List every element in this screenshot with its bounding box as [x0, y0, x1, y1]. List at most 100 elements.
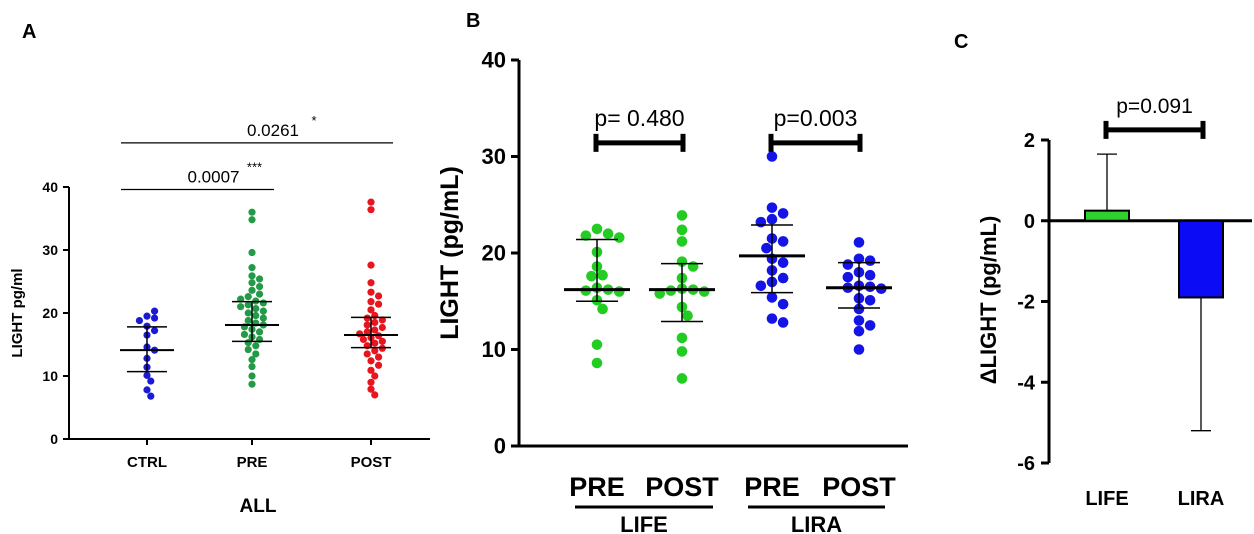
- y-axis-label: LIGHT (pg/mL): [436, 166, 464, 340]
- y-tick-label: 20: [42, 305, 58, 321]
- data-point: [248, 216, 256, 224]
- data-point: [777, 298, 789, 310]
- data-point: [698, 286, 710, 297]
- data-point: [367, 288, 375, 296]
- data-point: [363, 328, 371, 336]
- data-point: [777, 272, 789, 284]
- data-point: [363, 321, 371, 329]
- group-label: LIFE: [620, 512, 668, 534]
- data-point: [244, 293, 252, 301]
- data-point: [853, 315, 865, 326]
- data-point: [147, 377, 155, 385]
- data-point: [150, 307, 159, 315]
- data-point: [766, 151, 778, 162]
- data-point: [367, 261, 375, 269]
- y-tick-label: 2: [1024, 130, 1035, 152]
- x-category-label: LIFE: [1085, 488, 1128, 510]
- bar: [1084, 209, 1130, 222]
- data-point: [143, 312, 151, 320]
- data-point: [682, 310, 693, 322]
- data-point: [842, 271, 854, 283]
- data-point: [143, 371, 151, 379]
- data-point: [766, 202, 778, 213]
- x-axis-title: ALL: [240, 496, 277, 517]
- data-point: [687, 261, 699, 272]
- data-point: [591, 339, 603, 350]
- data-point: [150, 327, 159, 335]
- data-point: [755, 280, 767, 292]
- data-point: [367, 279, 375, 287]
- data-point: [374, 292, 383, 300]
- data-point: [244, 309, 252, 317]
- data-point: [248, 272, 256, 280]
- panel-b-letter: B: [466, 10, 480, 32]
- data-point: [766, 313, 778, 324]
- data-point: [147, 392, 155, 400]
- y-tick-label: -4: [1017, 372, 1036, 394]
- data-point: [371, 326, 379, 334]
- y-tick-label: -6: [1017, 453, 1035, 475]
- data-point: [676, 210, 688, 221]
- data-point: [371, 391, 379, 399]
- data-point: [371, 347, 379, 355]
- data-point: [613, 286, 625, 297]
- data-point: [240, 330, 249, 339]
- data-point: [244, 339, 252, 347]
- data-point: [602, 228, 614, 239]
- p-value-label: 0.0261: [247, 121, 299, 140]
- data-point: [248, 286, 256, 294]
- data-point: [853, 325, 865, 337]
- x-category-label: POST: [822, 472, 896, 502]
- data-point: [367, 366, 375, 374]
- data-point: [374, 300, 383, 308]
- data-point: [755, 216, 767, 228]
- data-point: [150, 314, 159, 322]
- data-point: [853, 303, 865, 315]
- panel-c-chart: 2 0 -2 -4 -6 ΔLIGHT (pg/mL) LIFE LIRA p=0.091: [976, 95, 1252, 510]
- data-point: [255, 282, 264, 291]
- data-point: [371, 318, 379, 327]
- data-point: [367, 198, 375, 206]
- x-category-label: POST: [351, 454, 392, 471]
- y-axis-label: LIGHT pg/ml: [9, 268, 26, 357]
- data-point: [367, 298, 375, 306]
- data-point: [864, 255, 876, 267]
- panel-c-letter: C: [954, 31, 968, 53]
- data-point: [864, 320, 876, 331]
- data-point: [842, 259, 854, 270]
- data-point: [237, 303, 245, 311]
- x-category-label: CTRL: [127, 454, 167, 471]
- data-point: [367, 306, 375, 314]
- data-point: [248, 380, 256, 388]
- data-point: [248, 248, 256, 257]
- bar: [1178, 219, 1224, 299]
- data-point: [766, 213, 778, 225]
- y-tick-label: 40: [482, 48, 506, 73]
- data-point: [259, 307, 267, 315]
- x-category-label: PRE: [569, 472, 625, 502]
- data-point: [252, 304, 260, 313]
- y-tick-label: 0: [494, 434, 506, 459]
- data-point: [248, 362, 256, 371]
- data-point: [374, 361, 383, 369]
- data-point: [359, 335, 368, 344]
- panel-a-letter: A: [22, 21, 36, 43]
- significance-stars: *: [311, 113, 316, 128]
- y-tick-label: 20: [482, 241, 506, 266]
- data-point: [580, 230, 592, 241]
- p-value-label: 0.0007: [188, 168, 240, 187]
- y-tick-label: -2: [1017, 292, 1035, 314]
- data-point: [255, 290, 264, 298]
- x-category-label: PRE: [237, 454, 268, 471]
- data-point: [244, 345, 252, 354]
- data-point: [371, 339, 379, 347]
- data-point: [244, 301, 252, 309]
- y-tick-label: 0: [1024, 211, 1035, 233]
- y-tick-label: 10: [42, 368, 58, 384]
- data-point: [676, 236, 688, 247]
- data-point: [248, 208, 256, 216]
- data-point: [367, 206, 375, 214]
- data-point: [367, 378, 375, 386]
- data-point: [864, 294, 876, 306]
- x-category-label: LIRA: [1178, 488, 1225, 510]
